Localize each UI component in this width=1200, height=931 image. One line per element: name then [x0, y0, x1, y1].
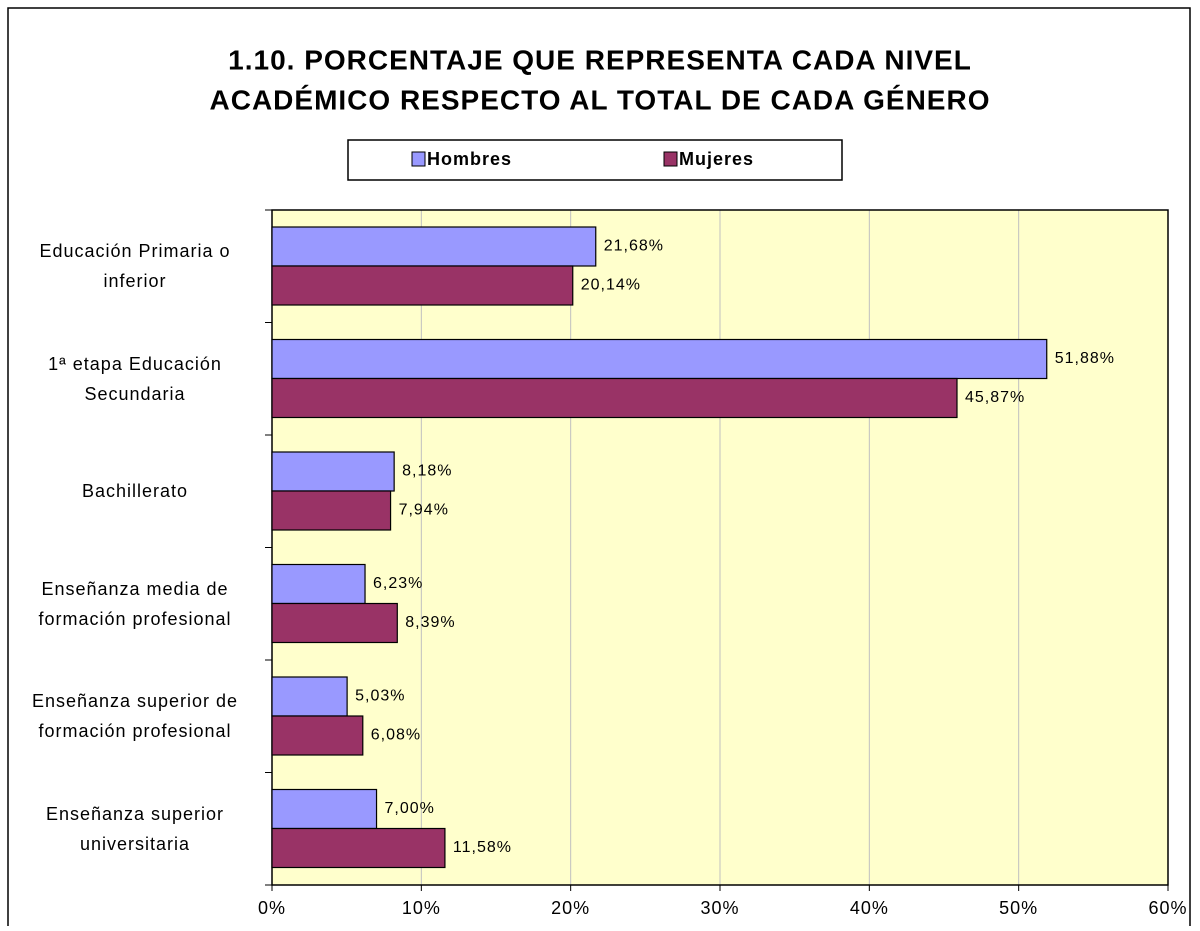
- category-label-box: Enseñanza superior de formación profesio…: [31, 691, 239, 742]
- bar: [271, 265, 574, 306]
- data-label: 21,68%: [604, 238, 664, 255]
- bar: [271, 563, 366, 605]
- category-label-box: Enseñanza media de formación profesional: [38, 578, 232, 629]
- x-tick-label: 20%: [551, 898, 590, 918]
- bar: [271, 451, 395, 492]
- data-label: 51,88%: [1055, 350, 1115, 367]
- x-tick-label: 60%: [1148, 898, 1187, 918]
- y-tick-label: 1ª etapa Educación Secundaria: [48, 353, 222, 404]
- bar: [271, 715, 364, 756]
- legend-swatch: [411, 151, 426, 167]
- bar: [271, 602, 398, 644]
- y-tick-label: Bachillerato: [81, 481, 189, 502]
- data-label: 5,03%: [355, 688, 405, 705]
- bar: [271, 788, 378, 830]
- legend-label: Hombres: [427, 149, 512, 169]
- x-tick-label: 10%: [402, 898, 441, 918]
- category-label-box: Educación Primaria o inferior: [39, 241, 231, 292]
- bar: [271, 676, 348, 717]
- category-label-box: 1ª etapa Educación Secundaria: [48, 353, 222, 404]
- y-tick-label: Enseñanza superior universitaria: [45, 803, 225, 854]
- legend: Hombres Mujeres: [411, 149, 754, 169]
- bar: [271, 827, 446, 869]
- x-tick-label: 50%: [999, 898, 1038, 918]
- x-tick-label: 30%: [700, 898, 739, 918]
- data-label: 6,08%: [371, 727, 421, 744]
- category-label-box: Enseñanza superior universitaria: [45, 803, 225, 854]
- data-label: 6,23%: [373, 575, 423, 592]
- data-label: 7,94%: [399, 502, 449, 519]
- bar: [271, 377, 958, 419]
- data-label: 20,14%: [581, 277, 641, 294]
- data-label: 11,58%: [453, 839, 512, 856]
- legend-label: Mujeres: [679, 149, 754, 169]
- legend-swatch: [663, 151, 678, 167]
- bar: [271, 338, 1048, 380]
- legend-box: [347, 139, 843, 181]
- data-label: 8,18%: [402, 463, 452, 480]
- y-tick-label: Enseñanza superior de formación profesio…: [31, 691, 239, 742]
- x-tick-label: 0%: [258, 898, 286, 918]
- y-tick-label: Enseñanza media de formación profesional: [38, 578, 232, 629]
- data-label: 8,39%: [405, 614, 455, 631]
- y-tick-label: Educación Primaria o inferior: [39, 241, 231, 292]
- chart-title: 1.10. PORCENTAJE QUE REPRESENTA CADA NIV…: [228, 44, 972, 75]
- data-label: 45,87%: [965, 389, 1025, 406]
- chart-title: ACADÉMICO RESPECTO AL TOTAL DE CADA GÉNE…: [210, 84, 991, 115]
- bar: [271, 490, 392, 531]
- x-tick-label: 40%: [850, 898, 889, 918]
- bar: [271, 226, 597, 267]
- data-label: 7,00%: [385, 800, 435, 817]
- category-label-box: Bachillerato: [81, 481, 189, 502]
